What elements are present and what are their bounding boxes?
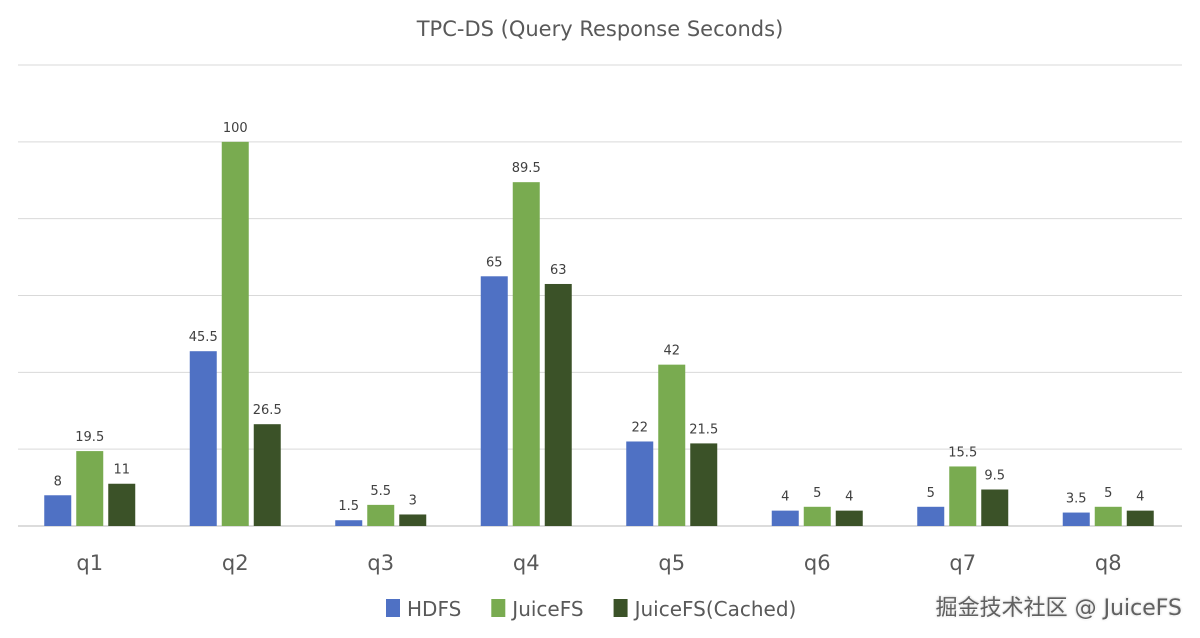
bar-juicefs-q6 [803, 506, 831, 526]
data-label: 4 [845, 490, 853, 505]
data-label: 3 [409, 493, 417, 508]
bar-juicefs-q8 [1094, 506, 1122, 526]
category-label-q4: q4 [513, 551, 540, 575]
bar-juicefs-cached--q1 [108, 483, 136, 526]
data-label: 5 [813, 486, 821, 501]
bar-juicefs-cached--q6 [835, 510, 863, 526]
category-label-q6: q6 [804, 551, 831, 575]
bar-hdfs-q3 [335, 520, 363, 526]
bar-juicefs-cached--q5 [690, 443, 718, 526]
data-label: 22 [631, 420, 648, 435]
legend-label: JuiceFS(Cached) [633, 597, 797, 621]
data-label: 63 [550, 263, 567, 278]
legend-label: HDFS [407, 597, 461, 621]
legend-swatch [491, 599, 506, 617]
data-label: 15.5 [948, 445, 977, 460]
data-label: 65 [486, 255, 503, 270]
category-label-q7: q7 [949, 551, 976, 575]
legend-swatch [613, 599, 628, 617]
bar-hdfs-q7 [917, 506, 945, 526]
data-label: 45.5 [189, 330, 218, 345]
bar-juicefs-cached--q2 [253, 424, 281, 526]
bar-juicefs-q2 [221, 141, 249, 527]
data-label: 3.5 [1066, 492, 1087, 507]
bar-juicefs-cached--q3 [399, 514, 427, 526]
bar-juicefs-cached--q7 [981, 489, 1009, 526]
legend-label: JuiceFS [510, 597, 583, 621]
bar-juicefs-q7 [949, 466, 977, 526]
data-label: 100 [223, 121, 248, 136]
data-label: 19.5 [75, 430, 104, 445]
legend-swatch [386, 599, 400, 617]
category-label-q3: q3 [367, 551, 394, 575]
watermark: 掘金技术社区 @ JuiceFS [935, 596, 1182, 621]
category-label-q5: q5 [658, 551, 685, 575]
data-label: 89.5 [512, 161, 541, 176]
bar-juicefs-q1 [76, 451, 104, 526]
chart-title: TPC-DS (Query Response Seconds) [416, 17, 784, 41]
bar-hdfs-q2 [189, 351, 217, 526]
data-label: 42 [663, 344, 680, 359]
bar-hdfs-q6 [771, 510, 799, 526]
data-label: 21.5 [689, 422, 718, 437]
category-label-q1: q1 [76, 551, 103, 575]
bar-hdfs-q1 [44, 495, 72, 526]
data-label: 4 [1136, 490, 1144, 505]
category-label-q2: q2 [222, 551, 249, 575]
data-label: 9.5 [984, 469, 1005, 484]
bar-hdfs-q8 [1062, 512, 1090, 526]
bar-juicefs-cached--q8 [1126, 510, 1154, 526]
bar-juicefs-q5 [658, 364, 686, 526]
data-label: 26.5 [253, 403, 282, 418]
data-label: 5 [927, 486, 935, 501]
data-label: 1.5 [338, 499, 359, 514]
bar-juicefs-cached--q4 [544, 283, 572, 526]
data-label: 11 [113, 463, 130, 478]
data-label: 8 [54, 474, 62, 489]
bar-hdfs-q4 [480, 276, 508, 526]
bar-juicefs-q3 [367, 504, 395, 526]
data-label: 5.5 [370, 484, 391, 499]
bar-hdfs-q5 [626, 441, 654, 526]
data-label: 5 [1104, 486, 1112, 501]
category-label-q8: q8 [1095, 551, 1122, 575]
bar-juicefs-q4 [512, 182, 540, 526]
data-label: 4 [781, 490, 789, 505]
